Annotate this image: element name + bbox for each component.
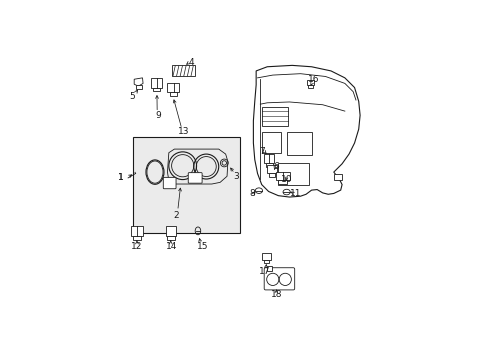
FancyBboxPatch shape [264,268,294,290]
Bar [286,132,311,156]
FancyBboxPatch shape [163,177,176,189]
FancyBboxPatch shape [264,154,274,163]
Bar [278,180,286,184]
Text: 11: 11 [289,189,301,198]
Bar [265,163,272,167]
Bar [268,174,274,177]
Text: 2: 2 [173,211,178,220]
Bar [167,235,174,240]
Text: 15: 15 [197,242,208,251]
Text: 10: 10 [281,175,292,184]
Bar [136,85,142,89]
FancyBboxPatch shape [167,82,179,92]
Text: 6: 6 [272,162,278,171]
Bar [307,85,312,87]
Text: 14: 14 [165,242,177,251]
FancyBboxPatch shape [188,173,202,183]
Text: 4: 4 [188,58,193,67]
Text: 1: 1 [118,174,124,183]
Bar [132,235,141,240]
FancyBboxPatch shape [165,226,176,236]
Bar [153,87,160,91]
Text: 13: 13 [178,127,189,136]
Text: 9: 9 [155,111,160,120]
FancyBboxPatch shape [131,226,142,236]
Bar [261,107,287,126]
Text: 7: 7 [259,147,264,156]
Bar [169,92,177,96]
FancyBboxPatch shape [275,172,289,180]
FancyBboxPatch shape [266,165,277,174]
Bar [171,66,195,76]
FancyBboxPatch shape [306,80,313,85]
Text: 12: 12 [131,242,142,251]
Text: 17: 17 [259,267,270,276]
Bar [333,174,341,180]
FancyBboxPatch shape [261,253,270,260]
Bar [263,260,268,263]
Text: 16: 16 [307,75,319,84]
Text: 1: 1 [118,173,124,182]
Bar [261,132,281,153]
Text: 3: 3 [233,172,238,181]
Text: 18: 18 [270,289,282,298]
Bar [266,266,272,270]
FancyBboxPatch shape [150,78,162,87]
Text: 5: 5 [129,92,135,101]
Bar [133,138,239,233]
Text: 8: 8 [248,189,254,198]
Bar [278,163,308,185]
